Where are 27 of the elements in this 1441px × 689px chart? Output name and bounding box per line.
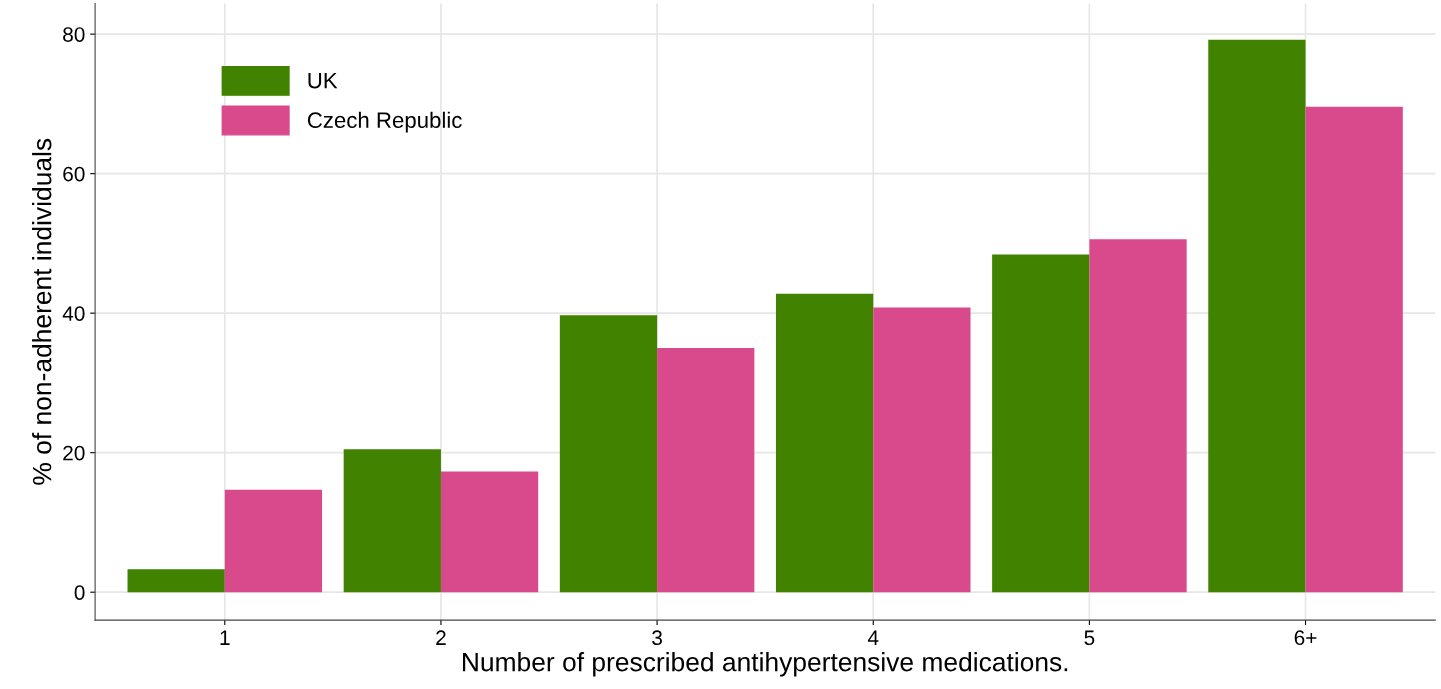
bar	[1305, 106, 1403, 593]
bar	[559, 315, 658, 593]
y-tick-label: 80	[63, 27, 85, 42]
bar	[1208, 39, 1306, 593]
x-tick-label: 1	[220, 630, 230, 645]
bar	[224, 489, 323, 593]
bar	[343, 449, 441, 593]
x-tick-label: 5	[1084, 630, 1095, 646]
y-tick-label: 0	[74, 585, 85, 600]
x-axis-title: Number of prescribed antihypertensive medications.	[463, 652, 1068, 677]
x-tick-label: 3	[652, 630, 662, 646]
y-axis-title: % of non-adherent individuals	[32, 138, 52, 485]
x-tick-label: 2	[436, 630, 446, 645]
x-tick-label: 4	[867, 630, 879, 645]
y-tick-label: 60	[63, 166, 85, 182]
bar	[992, 254, 1090, 593]
bar	[127, 569, 225, 593]
bar	[873, 307, 971, 593]
legend-label: UK	[308, 72, 338, 89]
bar	[657, 348, 755, 593]
legend-label: Czech Republic	[307, 111, 462, 133]
bar	[775, 293, 874, 593]
y-tick-label: 20	[63, 445, 85, 461]
bar	[440, 471, 539, 593]
y-tick-label: 40	[62, 306, 85, 321]
bar	[1089, 239, 1187, 593]
x-tick-label: 6+	[1294, 630, 1317, 646]
